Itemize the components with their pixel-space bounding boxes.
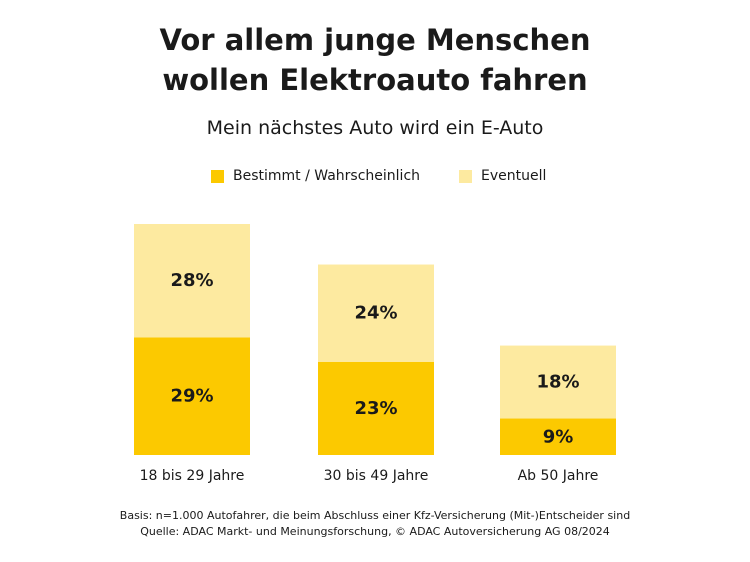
legend-label-eventuell: Eventuell [481, 168, 547, 184]
data-label-bestimmt-3: 9% [543, 426, 574, 447]
data-label-bestimmt-1: 29% [170, 386, 213, 407]
category-label-1: 18 bis 29 Jahre [140, 468, 245, 484]
footnote-source: Quelle: ADAC Markt- und Meinungsforschun… [140, 525, 610, 538]
bar-segment-eventuell-1 [134, 224, 250, 338]
chart-title-line-2: wollen Elektroauto fahren [162, 63, 588, 97]
chart-subtitle: Mein nächstes Auto wird ein E-Auto [206, 117, 544, 139]
data-label-eventuell-1: 28% [170, 270, 213, 291]
footnote-basis: Basis: n=1.000 Autofahrer, die beim Absc… [119, 509, 631, 522]
bar-segment-bestimmt-2 [318, 361, 434, 455]
legend-item-bestimmt: Bestimmt / Wahrscheinlich [211, 168, 420, 184]
chart-title-line-1: Vor allem junge Menschen [159, 23, 591, 57]
legend-swatch-eventuell [459, 169, 472, 183]
legend: Bestimmt / Wahrscheinlich Eventuell [0, 168, 750, 188]
bar-segment-eventuell-3 [500, 345, 616, 419]
data-label-bestimmt-2: 23% [354, 398, 397, 419]
data-label-eventuell-2: 24% [354, 303, 397, 324]
bar-segment-bestimmt-1 [134, 337, 250, 455]
legend-label-bestimmt: Bestimmt / Wahrscheinlich [233, 168, 421, 184]
category-label-3: Ab 50 Jahre [518, 468, 599, 484]
data-label-eventuell-3: 18% [536, 372, 579, 393]
bar-segment-eventuell-2 [318, 264, 434, 362]
category-label-2: 30 bis 49 Jahre [324, 468, 429, 484]
bar-segment-bestimmt-3 [500, 418, 616, 455]
stacked-bar-chart: 29% 28% 18 bis 29 Jahre 23% 24% 30 bis 49 Jah… [134, 224, 616, 484]
legend-swatch-bestimmt [211, 169, 224, 183]
legend-item-eventuell: Eventuell [459, 168, 546, 184]
